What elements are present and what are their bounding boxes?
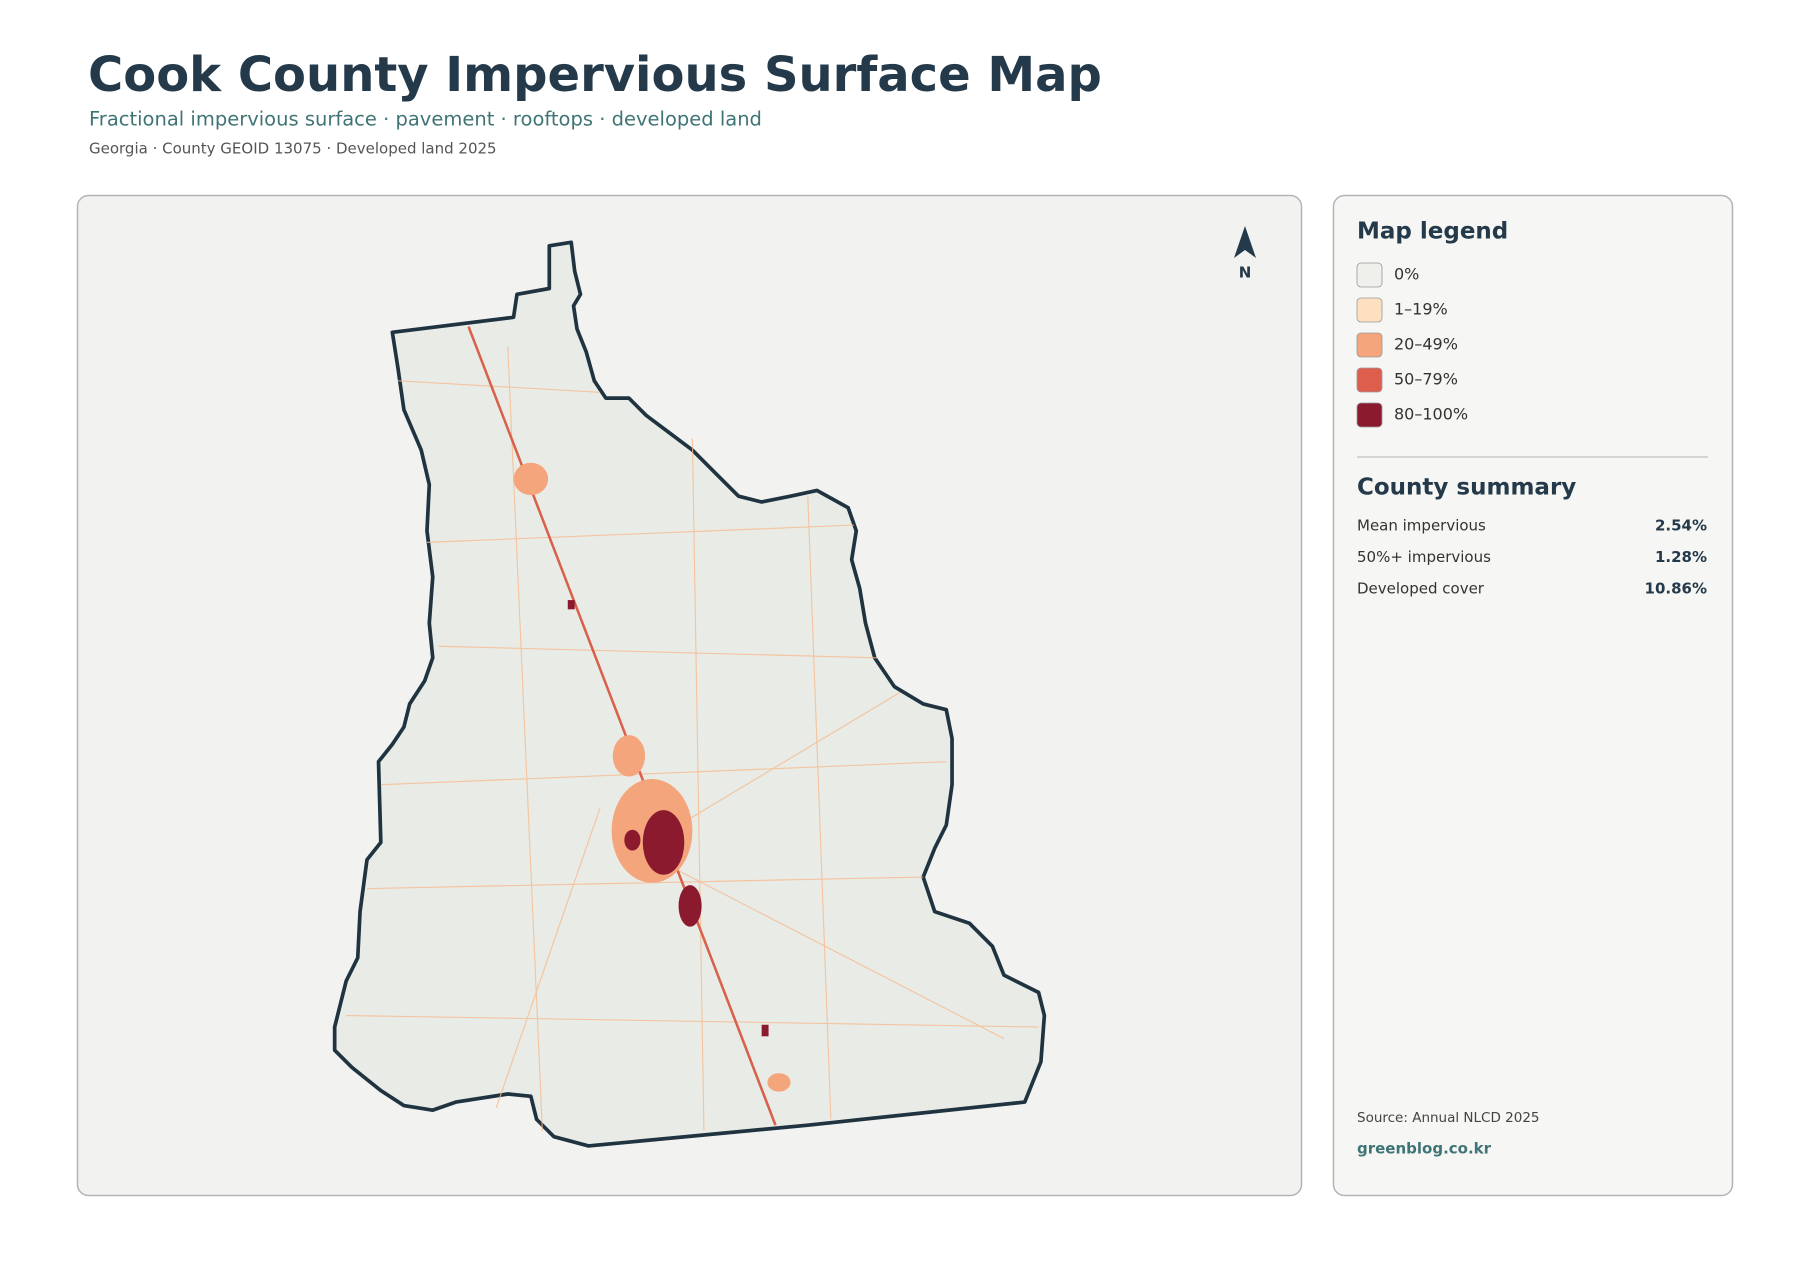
- legend-items: 0% 1–19% 20–49% 50–79% 80–100%: [1356, 262, 1468, 428]
- meta: Georgia · County GEOID 13075 · Developed…: [89, 140, 497, 158]
- legend-label: 0%: [1394, 265, 1419, 284]
- county-boundary: [332, 240, 1047, 1148]
- legend-swatch: [1356, 297, 1383, 323]
- summary-label: 50%+ impervious: [1357, 548, 1491, 566]
- summary-rows: Mean impervious 2.54% 50%+ impervious 1.28%…: [1357, 517, 1707, 598]
- legend-title: Map legend: [1357, 219, 1508, 245]
- legend-swatch: [1356, 367, 1383, 393]
- legend-label: 80–100%: [1394, 405, 1468, 424]
- summary-value: 1.28%: [1655, 548, 1707, 566]
- source: Source: Annual NLCD 2025: [1357, 1110, 1540, 1126]
- highway: [467, 326, 777, 1126]
- legend-label: 1–19%: [1394, 300, 1448, 319]
- legend-swatch: [1356, 262, 1383, 288]
- legend-panel: [1332, 194, 1734, 1197]
- site: greenblog.co.kr: [1357, 1140, 1492, 1158]
- legend-label: 20–49%: [1394, 335, 1458, 354]
- legend-swatch: [1356, 402, 1383, 428]
- dense-areas: [567, 600, 769, 1037]
- summary-value: 2.54%: [1655, 517, 1707, 535]
- north-label: N: [1239, 264, 1252, 282]
- legend-swatch: [1356, 332, 1383, 358]
- roads: [346, 346, 1039, 1131]
- legend-label: 50–79%: [1394, 370, 1458, 389]
- subtitle: Fractional impervious surface · pavement…: [89, 108, 762, 131]
- summary-value: 10.86%: [1645, 580, 1707, 598]
- north-arrow: [1234, 226, 1256, 258]
- county-map: [332, 240, 1047, 1148]
- summary-label: Developed cover: [1357, 580, 1485, 598]
- title: Cook County Impervious Surface Map: [88, 47, 1102, 103]
- summary-label: Mean impervious: [1357, 517, 1486, 535]
- summary-title: County summary: [1357, 475, 1576, 501]
